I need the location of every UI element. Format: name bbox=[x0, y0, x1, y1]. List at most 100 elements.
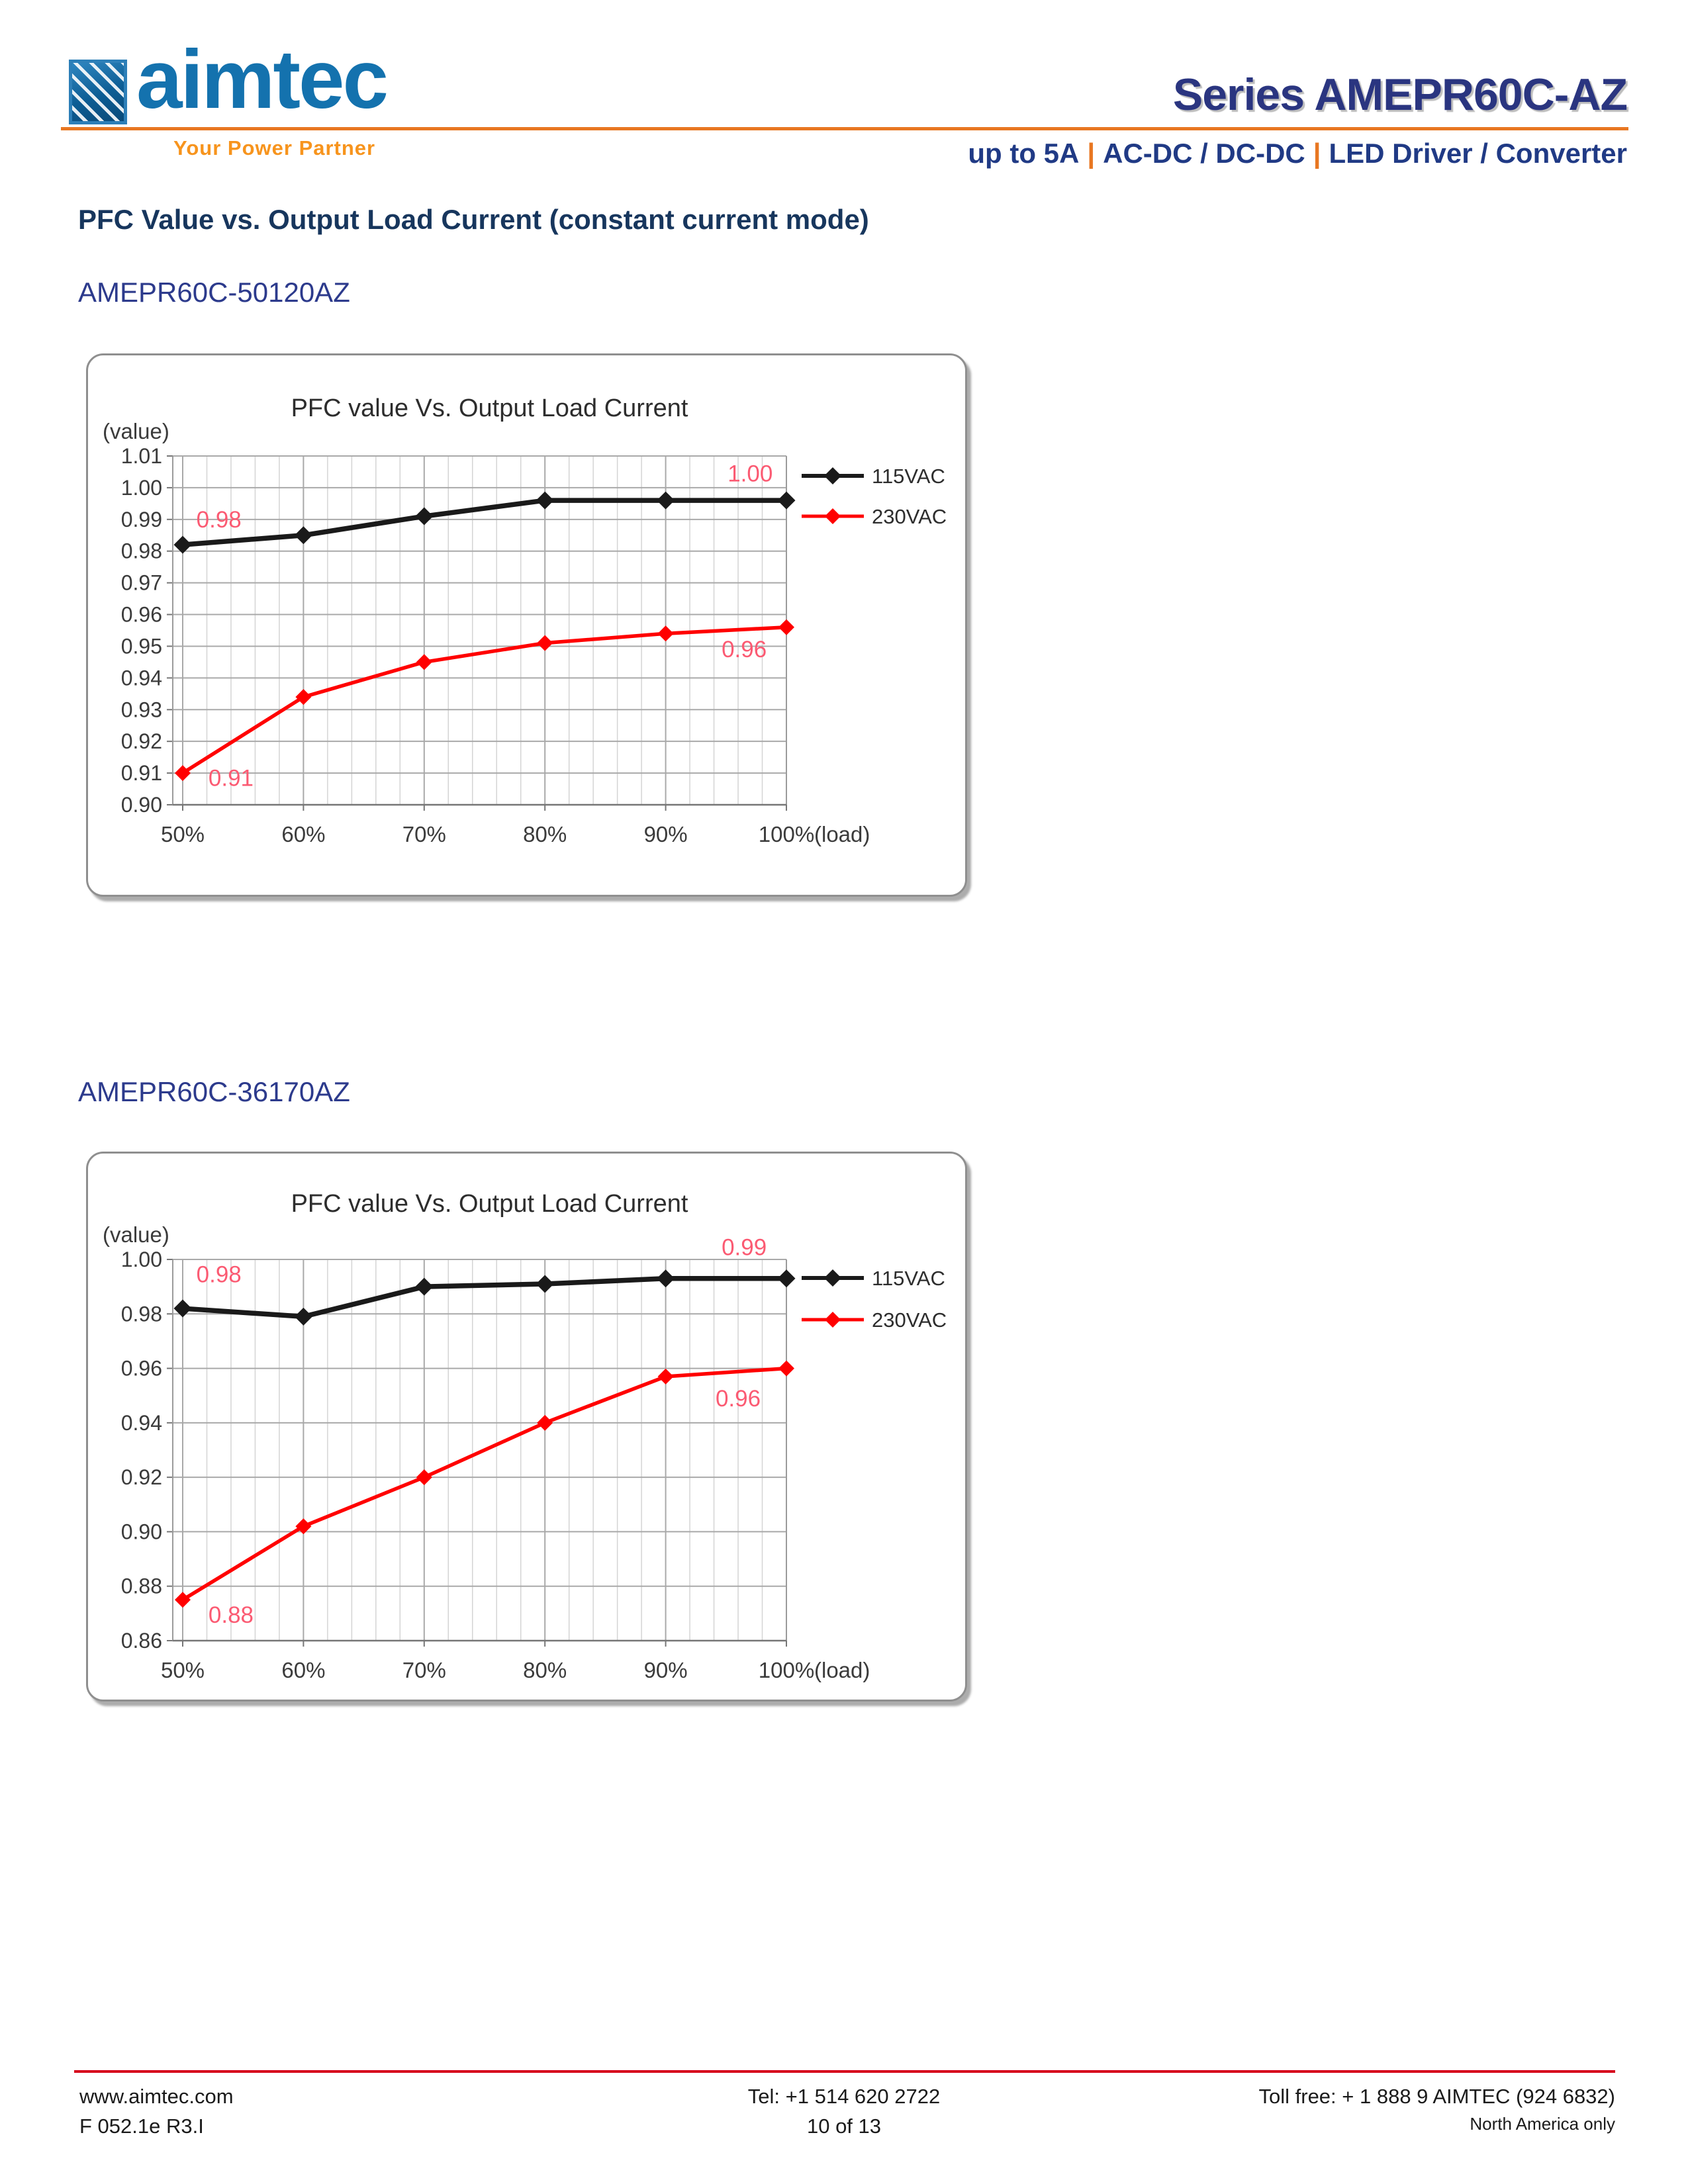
subtitle-segment: up to 5A bbox=[968, 138, 1080, 169]
marker-115VAC bbox=[657, 1269, 675, 1288]
x-axis-tick-label: 50% bbox=[161, 822, 205, 846]
aimtec-logo-icon bbox=[69, 60, 127, 124]
legend-label-230VAC: 230VAC bbox=[872, 505, 947, 528]
pfc-chart-svg: 1.01 1.00 0.99 0.98 0.97 0.96 0.95 0.94 0.93 0.92… bbox=[103, 394, 947, 846]
data-point-label: 0.98 bbox=[197, 1262, 242, 1288]
footer-right-column: Toll free: + 1 888 9 AIMTEC (924 6832) N… bbox=[1259, 2082, 1616, 2137]
y-axis-title: (value) bbox=[103, 419, 169, 443]
subtitle-segment: AC-DC / DC-DC bbox=[1103, 138, 1305, 169]
chart-title: PFC value Vs. Output Load Current bbox=[291, 394, 688, 422]
logo-tagline: Your Power Partner bbox=[173, 136, 376, 159]
footer-region-note: North America only bbox=[1470, 2113, 1615, 2134]
x-axis-tick-label: 70% bbox=[402, 1658, 446, 1682]
y-axis-tick-label: 0.92 bbox=[121, 1465, 162, 1489]
y-axis-tick-label: 0.93 bbox=[121, 698, 162, 721]
marker-230VAC bbox=[175, 765, 191, 782]
marker-115VAC bbox=[415, 507, 434, 525]
x-axis-tick-label: 100% bbox=[759, 822, 814, 846]
pfc-chart-svg: 1.00 0.98 0.96 0.94 0.92 0.90 0.88 0.86 50% 60% 70… bbox=[103, 1190, 947, 1682]
y-axis-tick-label: 0.97 bbox=[121, 571, 162, 595]
y-axis-tick-label: 0.98 bbox=[121, 539, 162, 563]
y-axis-tick-label: 0.90 bbox=[121, 1520, 162, 1543]
marker-230VAC bbox=[778, 619, 794, 635]
marker-115VAC bbox=[777, 491, 796, 510]
y-axis-tick-label: 1.00 bbox=[121, 476, 162, 500]
footer-center-column: Tel: +1 514 620 2722 10 of 13 bbox=[748, 2082, 940, 2142]
marker-230VAC bbox=[657, 625, 674, 642]
x-axis-tick-label: 60% bbox=[281, 822, 325, 846]
marker-230VAC bbox=[537, 1414, 553, 1431]
y-axis-tick-label: 0.96 bbox=[121, 603, 162, 627]
marker-legend-230VAC bbox=[825, 1312, 841, 1328]
marker-115VAC bbox=[173, 1299, 192, 1318]
series-line-115VAC bbox=[182, 498, 786, 547]
marker-legend-230VAC bbox=[825, 508, 841, 524]
footer-divider-line bbox=[74, 2070, 1615, 2073]
subtitle-separator: | bbox=[1313, 138, 1321, 169]
marker-115VAC bbox=[536, 491, 554, 510]
x-axis-tick-label: 50% bbox=[161, 1658, 205, 1682]
marker-115VAC bbox=[657, 491, 675, 510]
x-axis-tick-label: 80% bbox=[523, 822, 567, 846]
y-axis-tick-label: 0.90 bbox=[121, 793, 162, 817]
y-axis-tick-label: 0.96 bbox=[121, 1357, 162, 1381]
data-point-label: 0.96 bbox=[722, 637, 767, 662]
data-point-label: 0.98 bbox=[197, 507, 242, 533]
model-heading-50120az: AMEPR60C-50120AZ bbox=[78, 277, 350, 308]
pfc-chart-panel-36170az: 1.00 0.98 0.96 0.94 0.92 0.90 0.88 0.86 50% 60% 70… bbox=[86, 1152, 967, 1702]
y-axis-tick-label: 0.88 bbox=[121, 1574, 162, 1598]
footer-page-number: 10 of 13 bbox=[806, 2114, 882, 2138]
marker-230VAC bbox=[416, 1469, 432, 1486]
x-axis-unit-label: (load) bbox=[814, 822, 870, 846]
y-axis-tick-label: 0.99 bbox=[121, 508, 162, 531]
y-axis-tick-label: 0.94 bbox=[121, 666, 162, 690]
marker-115VAC bbox=[294, 1307, 312, 1326]
series-line-230VAC bbox=[181, 1366, 787, 1602]
x-axis-tick-label: 100% bbox=[759, 1658, 814, 1682]
series-line-115VAC bbox=[182, 1276, 786, 1320]
y-axis-tick-label: 0.92 bbox=[121, 729, 162, 753]
data-point-label: 0.99 bbox=[722, 1234, 767, 1260]
y-axis-tick-label: 0.94 bbox=[121, 1411, 162, 1435]
marker-legend-115VAC bbox=[824, 1269, 841, 1287]
x-axis-unit-label: (load) bbox=[814, 1658, 870, 1682]
footer-doc-ref: F 052.1e R3.I bbox=[79, 2114, 204, 2138]
y-axis-tick-label: 0.86 bbox=[121, 1629, 162, 1653]
marker-115VAC bbox=[536, 1275, 554, 1293]
series-title: Series AMEPR60C-AZ bbox=[1172, 69, 1628, 120]
pfc-chart-panel-50120az: 1.01 1.00 0.99 0.98 0.97 0.96 0.95 0.94 0.93 0.92… bbox=[86, 353, 967, 897]
marker-230VAC bbox=[778, 1360, 794, 1377]
marker-230VAC bbox=[416, 654, 432, 670]
series-subtitle: up to 5A | AC-DC / DC-DC | LED Driver / Conv… bbox=[968, 138, 1627, 169]
marker-115VAC bbox=[415, 1277, 434, 1296]
y-axis-tick-label: 1.00 bbox=[121, 1248, 162, 1271]
marker-230VAC bbox=[175, 1592, 191, 1608]
footer-tel: Tel: +1 514 620 2722 bbox=[747, 2085, 941, 2108]
x-axis-tick-label: 70% bbox=[402, 822, 446, 846]
footer-left-column: www.aimtec.com F 052.1e R3.I bbox=[79, 2082, 234, 2142]
subtitle-segment: LED Driver / Converter bbox=[1329, 138, 1627, 169]
data-point-label: 0.88 bbox=[209, 1602, 254, 1628]
section-heading: PFC Value vs. Output Load Current (const… bbox=[78, 204, 869, 235]
data-point-label: 0.91 bbox=[209, 765, 254, 791]
legend-label-115VAC: 115VAC bbox=[872, 1267, 945, 1290]
model-heading-36170az: AMEPR60C-36170AZ bbox=[78, 1076, 350, 1107]
marker-230VAC bbox=[537, 635, 553, 651]
x-axis-tick-label: 90% bbox=[644, 1658, 688, 1682]
marker-legend-115VAC bbox=[824, 467, 841, 484]
footer-website: www.aimtec.com bbox=[79, 2085, 234, 2108]
aimtec-logo-text: aimtec bbox=[136, 34, 389, 126]
data-point-label: 0.96 bbox=[716, 1386, 761, 1412]
y-axis-tick-label: 0.98 bbox=[121, 1302, 162, 1326]
x-axis-tick-label: 90% bbox=[644, 822, 688, 846]
series-line-230VAC bbox=[181, 625, 787, 775]
marker-115VAC bbox=[173, 535, 192, 554]
y-axis-title: (value) bbox=[103, 1222, 169, 1247]
marker-115VAC bbox=[777, 1269, 796, 1288]
x-axis-tick-label: 80% bbox=[523, 1658, 567, 1682]
marker-230VAC bbox=[295, 1518, 312, 1535]
x-axis-tick-label: 60% bbox=[281, 1658, 325, 1682]
marker-230VAC bbox=[295, 689, 312, 705]
marker-115VAC bbox=[294, 526, 312, 545]
subtitle-separator: | bbox=[1087, 138, 1096, 169]
